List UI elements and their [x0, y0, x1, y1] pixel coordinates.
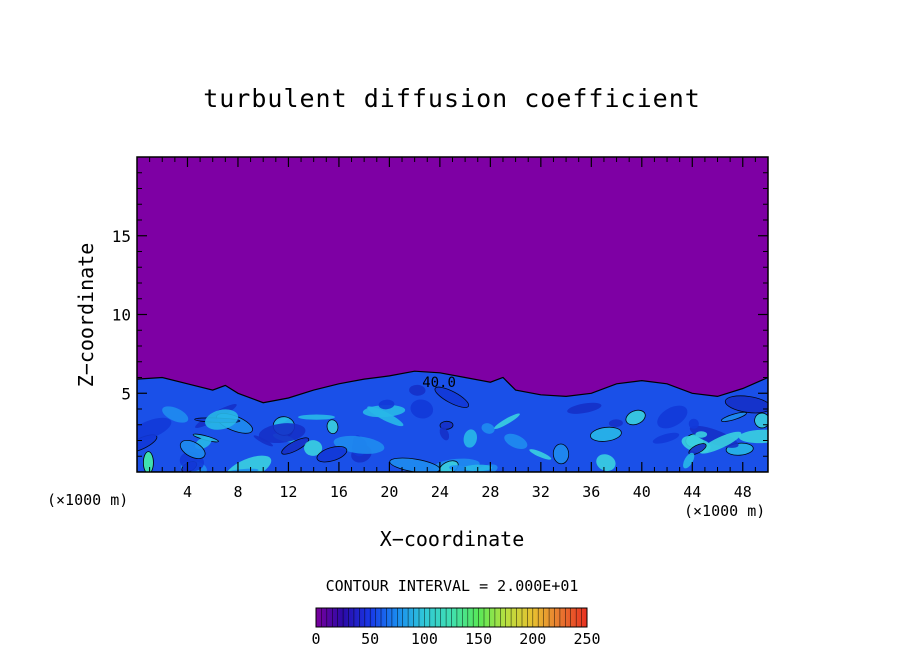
colorbar-tick-label: 150	[465, 630, 492, 648]
colorbar-tick-label: 50	[361, 630, 379, 648]
x-tick-label: 12	[279, 483, 297, 501]
turbulence-patch	[162, 406, 189, 423]
turbulence-patch	[625, 409, 646, 426]
turbulence-patch	[253, 435, 273, 447]
turbulence-patch	[378, 399, 395, 410]
x-tick-label: 4	[183, 483, 192, 501]
y-tick-label: 15	[112, 227, 131, 246]
colorbar-tick-label: 250	[573, 630, 600, 648]
contour-interval-label: CONTOUR INTERVAL = 2.000E+01	[325, 577, 579, 595]
turbulence-patch	[652, 432, 680, 444]
turbulence-patch	[695, 431, 708, 438]
turbulence-patch	[688, 418, 699, 429]
x-axis: 4 8 12 16 20 24 28 32 36 40 44 48	[149, 157, 756, 501]
colorbar-tick-label: 100	[411, 630, 438, 648]
turbulence-patch	[362, 405, 406, 418]
turbulence-patch	[410, 399, 434, 419]
x-unit-label-left: (×1000 m)	[47, 491, 129, 509]
x-tick-label: 16	[330, 483, 348, 501]
turbulence-patch	[434, 386, 470, 408]
colorbar-ticks: 0 50 100 150 200 250	[311, 630, 600, 648]
turbulence-patch	[504, 433, 528, 450]
turbulence-patch	[724, 395, 768, 414]
turbulence-patch	[688, 443, 707, 456]
colorbar-lines	[321, 608, 582, 627]
turbulence-patch	[409, 384, 426, 396]
turbulence-patch	[552, 443, 570, 465]
turbulence-patch	[463, 429, 477, 448]
high-value-patch	[143, 451, 154, 472]
turbulence-patch	[683, 452, 695, 469]
x-tick-label: 20	[380, 483, 398, 501]
turbulence-patch	[699, 431, 742, 454]
y-axis: 5 10 15	[112, 172, 768, 457]
contour-label: 40.0	[422, 375, 456, 391]
x-tick-label: 48	[734, 483, 752, 501]
x-tick-label: 24	[431, 483, 449, 501]
turbulent-field	[137, 370, 768, 472]
turbulence-patch	[567, 402, 602, 414]
turbulence-patch	[326, 419, 339, 435]
turbulence-patch	[720, 411, 747, 422]
turbulence-patch	[608, 419, 623, 428]
turbulence-patch	[589, 426, 622, 442]
turbulence-patch	[439, 427, 450, 441]
x-tick-label: 8	[233, 483, 242, 501]
colorbar-tick-label: 200	[519, 630, 546, 648]
chart-title: turbulent diffusion coefficient	[203, 84, 701, 113]
x-axis-label: X−coordinate	[379, 527, 525, 551]
turbulence-patch	[304, 440, 323, 456]
y-tick-label: 5	[121, 384, 131, 403]
turbulence-patch	[298, 414, 335, 420]
colorbar-tick-label: 0	[311, 630, 320, 648]
turbulence-patch	[494, 413, 520, 429]
y-axis-label: Z−coordinate	[74, 242, 98, 388]
x-tick-label: 40	[633, 483, 651, 501]
turbulence-patch	[179, 439, 206, 460]
x-tick-label: 44	[683, 483, 701, 501]
turbulence-patch	[137, 417, 172, 441]
x-tick-label: 28	[481, 483, 499, 501]
turbulence-patch	[258, 423, 306, 444]
x-tick-label: 32	[532, 483, 550, 501]
turbulence-patch	[204, 409, 239, 430]
turbulence-patch	[596, 454, 616, 471]
y-tick-label: 10	[112, 306, 131, 325]
turbulence-patch	[754, 412, 768, 429]
turbulence-patch	[481, 423, 495, 434]
turbulence-patch	[738, 429, 768, 444]
turbulence-patch	[281, 437, 310, 455]
turbulence-patch	[438, 460, 459, 472]
turbulence-patch	[529, 449, 552, 460]
turbulence-patch	[657, 405, 688, 429]
turbulence-patch	[316, 446, 348, 463]
x-unit-label-right: (×1000 m)	[684, 502, 766, 520]
x-tick-label: 36	[582, 483, 600, 501]
